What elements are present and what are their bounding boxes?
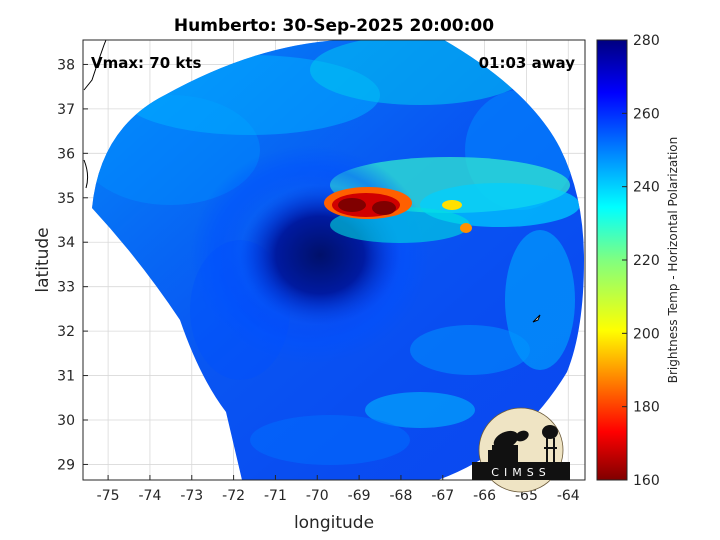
y-axis-label: latitude [33,227,53,292]
colorbar-tick-label: 220 [633,253,660,269]
y-tick-label: 32 [57,324,75,340]
x-tick-label: -64 [557,488,580,504]
x-tick-label: -66 [473,488,496,504]
colorbar-tick-label: 200 [633,326,660,342]
time-offset-label: 01:03 away [479,54,576,72]
x-tick-label: -72 [222,488,245,504]
x-tick-label: -68 [389,488,412,504]
colorbar-tick-label: 240 [633,180,660,196]
y-tick-label: 35 [57,191,75,207]
y-tick-label: 29 [57,457,75,473]
ticks: -75 -74 -73 -72 -71 -70 -69 -68 -67 -66 -65 -642930… [57,57,580,504]
y-tick-label: 30 [57,413,75,429]
chart-title: Humberto: 30-Sep-2025 20:00:00 [174,16,494,36]
y-tick-label: 31 [57,369,75,385]
y-tick-label: 38 [57,57,75,73]
satellite-dish-icon [488,430,529,462]
x-tick-label: -69 [348,488,371,504]
axes-box [82,39,586,481]
x-tick-label: -67 [431,488,454,504]
colorbar-ticks: 160 180 200 220 240 260 280 [622,33,660,489]
colorbar-tick-label: 280 [633,33,660,49]
x-tick-label: -74 [138,488,161,504]
y-tick-label: 34 [57,235,75,251]
colorbar-label: Brightness Temp - Horizontal Polarizatio… [666,137,680,384]
x-tick-label: -71 [264,488,287,504]
y-tick-label: 33 [57,280,75,296]
coastline [83,39,107,189]
vmax-label: Vmax: 70 kts [91,54,201,72]
colorbar-tick-label: 180 [633,400,660,416]
x-axis-label: longitude [294,513,374,533]
x-tick-label: -73 [180,488,203,504]
water-tower-icon [542,425,558,462]
x-tick-label: -70 [306,488,329,504]
logo-text: CIMSS [491,466,550,479]
colorbar-tick-label: 160 [633,473,660,489]
colorbar-tick-label: 260 [633,106,660,122]
y-tick-label: 37 [57,102,75,118]
cimss-logo: CIMSS [472,407,570,493]
x-tick-label: -75 [97,488,120,504]
y-tick-label: 36 [57,146,75,162]
island-outline [532,314,541,323]
